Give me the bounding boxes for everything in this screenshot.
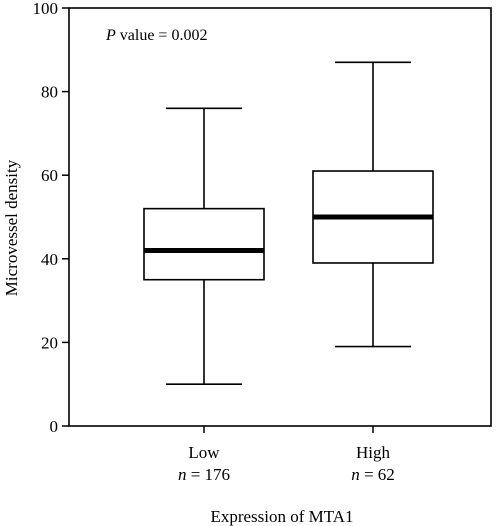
x-tick-label-low: Low — [188, 443, 220, 462]
y-tick-label: 60 — [41, 166, 58, 185]
y-tick-label: 80 — [41, 83, 58, 102]
n-count-low: n = 176 — [178, 465, 230, 484]
y-tick-label: 40 — [41, 250, 58, 269]
y-tick-label: 20 — [41, 333, 58, 352]
n-value: = 176 — [186, 465, 230, 484]
x-tick-label-high: High — [356, 443, 391, 462]
x-axis-label: Expression of MTA1 — [210, 507, 353, 526]
plot-frame — [68, 7, 492, 427]
y-axis-ticks: 0 20 40 60 80 100 — [33, 0, 69, 436]
n-value: = 62 — [360, 465, 395, 484]
n-symbol: n — [178, 465, 187, 484]
boxes-group — [143, 61, 434, 386]
p-italic: P — [105, 27, 116, 44]
box-low — [143, 107, 265, 386]
n-count-high: n = 62 — [351, 465, 395, 484]
box-high — [312, 61, 434, 348]
p-value-text: value = 0.002 — [116, 27, 208, 44]
n-symbol: n — [351, 465, 360, 484]
p-value-annotation: P value = 0.002 — [105, 27, 207, 44]
iqr-box — [143, 207, 265, 281]
y-tick-label: 0 — [50, 417, 59, 436]
y-tick-label: 100 — [33, 0, 59, 18]
y-axis-label: Microvessel density — [2, 159, 21, 296]
